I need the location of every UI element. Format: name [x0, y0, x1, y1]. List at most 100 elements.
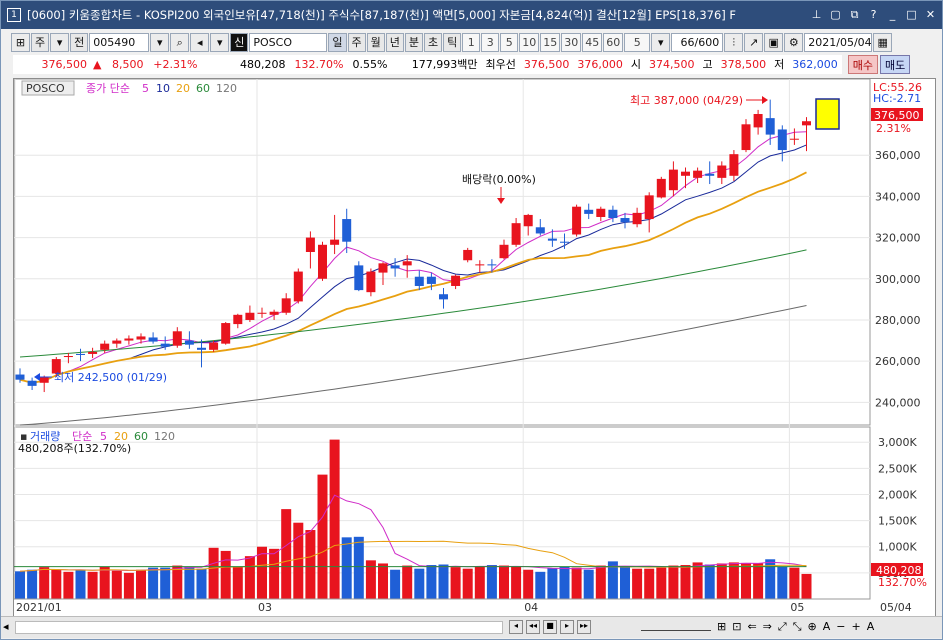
candle-body[interactable] — [741, 124, 751, 151]
volume-bar[interactable] — [765, 559, 776, 599]
zoom-slider[interactable] — [641, 623, 711, 631]
code-input[interactable]: 005490 — [89, 32, 150, 52]
volume-bar[interactable] — [136, 569, 146, 599]
scroll-track[interactable] — [15, 621, 503, 634]
candle-body[interactable] — [366, 271, 376, 293]
candle-body[interactable] — [221, 323, 231, 344]
interval-button[interactable]: 30 — [561, 32, 582, 52]
candle-body[interactable] — [753, 114, 763, 128]
candle-body[interactable] — [197, 347, 206, 350]
candle-body[interactable] — [705, 173, 715, 176]
volume-bar[interactable] — [184, 566, 195, 599]
volume-bar[interactable] — [317, 474, 328, 599]
layout-icon[interactable]: ⊞ — [11, 32, 30, 52]
last-icon[interactable]: ▸▸ — [577, 620, 591, 634]
volume-bar[interactable] — [39, 567, 50, 599]
candle-body[interactable] — [281, 298, 291, 313]
interval-button[interactable]: 60 — [603, 32, 624, 52]
volume-bar[interactable] — [293, 522, 304, 599]
candle-body[interactable] — [499, 244, 509, 259]
volume-bar[interactable] — [196, 568, 207, 599]
candle-body[interactable] — [547, 238, 557, 241]
chart-svg[interactable]: 360,000 340,000 320,000 300,000 280,000 260,0… — [13, 78, 937, 619]
volume-bar[interactable] — [148, 567, 159, 599]
date-input[interactable]: 2021/05/04 — [804, 32, 873, 52]
candle-body[interactable] — [293, 271, 303, 302]
pan-right-icon[interactable]: ⇒ — [762, 620, 772, 633]
chevron-down-icon[interactable]: ▾ — [210, 32, 230, 52]
candle-body[interactable] — [426, 276, 436, 284]
volume-bar[interactable] — [607, 561, 618, 599]
volume-bar[interactable] — [656, 567, 667, 599]
candle-body[interactable] — [765, 118, 775, 135]
save-icon[interactable]: ▣ — [764, 32, 784, 52]
candle-body[interactable] — [475, 264, 485, 266]
close-icon[interactable]: ✕ — [925, 8, 936, 21]
volume-bar[interactable] — [341, 537, 352, 599]
volume-bar[interactable] — [511, 566, 522, 599]
vol-ma20-legend[interactable]: 20 — [114, 430, 128, 443]
candle-body[interactable] — [717, 165, 727, 178]
candle-body[interactable] — [330, 239, 340, 245]
volume-bar[interactable] — [535, 571, 546, 599]
interval-button[interactable]: 10 — [519, 32, 540, 52]
volume-bar[interactable] — [208, 547, 219, 599]
chevron-down-icon[interactable]: ▾ — [150, 32, 170, 52]
volume-bar[interactable] — [390, 569, 401, 599]
candle-body[interactable] — [390, 265, 400, 269]
candle-body[interactable] — [124, 338, 134, 341]
volume-bar[interactable] — [123, 572, 134, 599]
volume-bar[interactable] — [571, 567, 582, 599]
candle-body[interactable] — [233, 314, 243, 325]
period-tick-button[interactable]: 틱 — [443, 32, 462, 52]
volume-bar[interactable] — [753, 563, 764, 599]
volume-bar[interactable] — [51, 569, 62, 599]
volume-bar[interactable] — [111, 570, 122, 599]
candle-body[interactable] — [305, 237, 315, 252]
sell-button[interactable]: 매도 — [879, 55, 911, 74]
volume-bar[interactable] — [172, 565, 183, 599]
candle-body[interactable] — [160, 343, 170, 347]
candle-body[interactable] — [681, 171, 690, 176]
candle-body[interactable] — [100, 343, 110, 350]
volume-bar[interactable] — [789, 567, 800, 599]
type-select[interactable]: 주 — [31, 32, 50, 52]
tool-icon[interactable]: ↗ — [744, 32, 764, 52]
candle-body[interactable] — [378, 263, 388, 273]
maximize-icon[interactable]: □ — [906, 8, 917, 21]
candle-body[interactable] — [172, 331, 182, 346]
search-icon[interactable]: ⌕ — [170, 32, 190, 52]
candle-body[interactable] — [342, 219, 352, 242]
volume-bar[interactable] — [450, 567, 461, 599]
scroll-bar[interactable]: ◂ ◂ ◂◂ ■ ▸ ▸▸ ⊞ ⊡ ⇐ ⇒ ⤢ ⤡ ⊕ A − + A — [1, 616, 942, 638]
volume-bar[interactable] — [257, 546, 267, 599]
volume-bar[interactable] — [378, 563, 388, 599]
stop-icon[interactable]: ■ — [543, 620, 557, 634]
candle-body[interactable] — [257, 312, 267, 314]
candle-body[interactable] — [209, 342, 219, 350]
volume-bar[interactable] — [87, 571, 98, 599]
volume-bar[interactable] — [232, 566, 243, 599]
calendar-icon[interactable]: ▦ — [873, 32, 893, 52]
chart-area[interactable]: 360,000 340,000 320,000 300,000 280,000 260,0… — [13, 78, 936, 618]
candle-body[interactable] — [136, 336, 146, 340]
volume-bar[interactable] — [644, 568, 655, 599]
font-large-icon[interactable]: A — [866, 620, 875, 633]
zoom-fit-icon[interactable]: ⊡ — [732, 620, 742, 633]
candle-body[interactable] — [632, 212, 642, 225]
font-small-icon[interactable]: A — [822, 620, 831, 633]
candle-body[interactable] — [596, 208, 606, 217]
candle-body[interactable] — [560, 241, 569, 243]
tile-icon[interactable]: ▢ — [830, 8, 841, 21]
volume-bar[interactable] — [15, 571, 25, 599]
chevron-down-icon[interactable]: ▾ — [651, 32, 671, 52]
volume-bar[interactable] — [620, 566, 630, 599]
buy-button[interactable]: 매수 — [847, 55, 878, 74]
volume-bar[interactable] — [741, 562, 751, 599]
candle-body[interactable] — [184, 340, 194, 345]
count-field[interactable]: 66/600 — [671, 32, 724, 52]
first-icon[interactable]: ◂ — [509, 620, 523, 634]
gear-icon[interactable]: ⚙ — [784, 32, 804, 52]
candle-body[interactable] — [668, 169, 678, 191]
volume-bar[interactable] — [583, 569, 594, 599]
